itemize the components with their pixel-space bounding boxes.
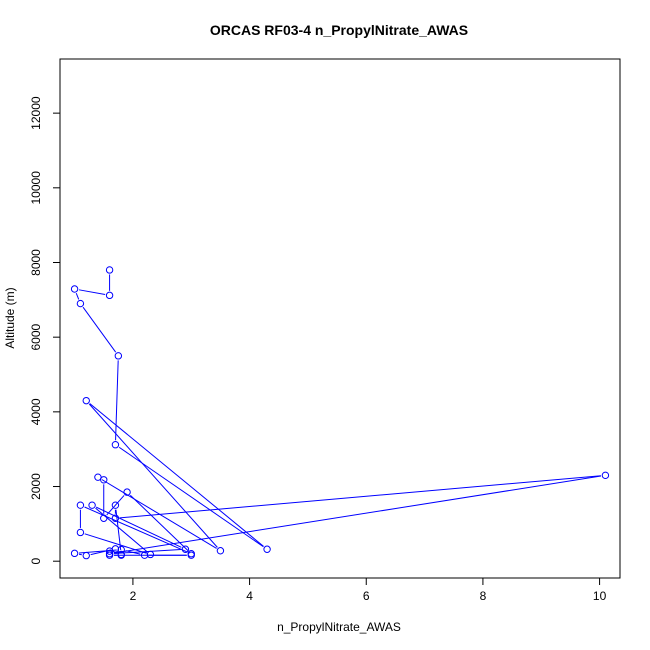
data-point	[111, 501, 120, 509]
series-line-segment	[129, 494, 189, 551]
data-point	[114, 352, 123, 360]
data-point	[263, 545, 271, 553]
data-point	[70, 285, 79, 293]
data-point	[111, 441, 120, 449]
y-axis: 0 2000 4000 6000 8000 10000 12000	[29, 96, 61, 565]
data-point	[70, 549, 79, 558]
data-point	[94, 473, 102, 481]
series-line-segment	[78, 553, 82, 556]
data-point	[187, 551, 195, 559]
x-tick-label: 6	[363, 589, 370, 603]
y-tick-label: 8000	[29, 249, 43, 276]
x-tick-label: 2	[130, 589, 137, 603]
series-line-segment	[78, 289, 106, 296]
data-point	[601, 471, 610, 480]
series-line-segment	[119, 475, 601, 519]
y-tick-label: 2000	[29, 473, 43, 500]
x-tick-label: 4	[246, 589, 253, 603]
y-tick-label: 6000	[29, 323, 43, 350]
data-point	[105, 266, 114, 274]
data-point	[111, 514, 120, 522]
series-line-segment	[75, 292, 80, 300]
series-line-segment	[88, 403, 218, 548]
series-line-segment	[114, 549, 181, 554]
data-point	[105, 291, 114, 300]
chart-title: ORCAS RF03-4 n_PropylNitrate_AWAS	[210, 22, 468, 38]
data-point	[82, 396, 90, 405]
series-line-segment	[113, 475, 602, 554]
data-series	[70, 266, 610, 560]
data-point	[100, 476, 108, 484]
data-point	[76, 501, 85, 509]
y-tick-label: 10000	[29, 171, 43, 205]
x-axis: 2 4 6 8 10	[130, 577, 607, 603]
data-point	[88, 501, 96, 509]
y-tick-label: 12000	[29, 96, 43, 130]
series-line-segment	[89, 403, 264, 547]
y-axis-label: Altitude (m)	[3, 287, 17, 348]
data-point	[181, 545, 190, 553]
data-point	[123, 488, 131, 496]
series-line-segment	[125, 550, 141, 555]
series-line-segment	[115, 360, 119, 441]
series-line-segment	[115, 509, 122, 551]
series-line-segment	[95, 506, 182, 548]
data-point	[105, 551, 114, 559]
series-line-segment	[113, 551, 118, 554]
y-tick-label: 4000	[29, 398, 43, 425]
x-axis-label: n_PropylNitrate_AWAS	[277, 620, 401, 634]
x-tick-label: 8	[480, 589, 487, 603]
series-line-segment	[82, 306, 117, 353]
data-point	[140, 551, 149, 559]
x-tick-label: 10	[593, 589, 607, 603]
data-point	[82, 551, 90, 560]
data-point	[146, 550, 155, 559]
series-line-segment	[106, 495, 125, 516]
data-point	[216, 547, 225, 555]
data-point	[111, 545, 120, 553]
data-point	[100, 514, 108, 522]
data-point	[117, 545, 125, 554]
data-point	[76, 528, 85, 537]
data-point	[76, 299, 85, 308]
y-tick-label: 0	[29, 558, 43, 565]
data-point	[117, 551, 125, 559]
